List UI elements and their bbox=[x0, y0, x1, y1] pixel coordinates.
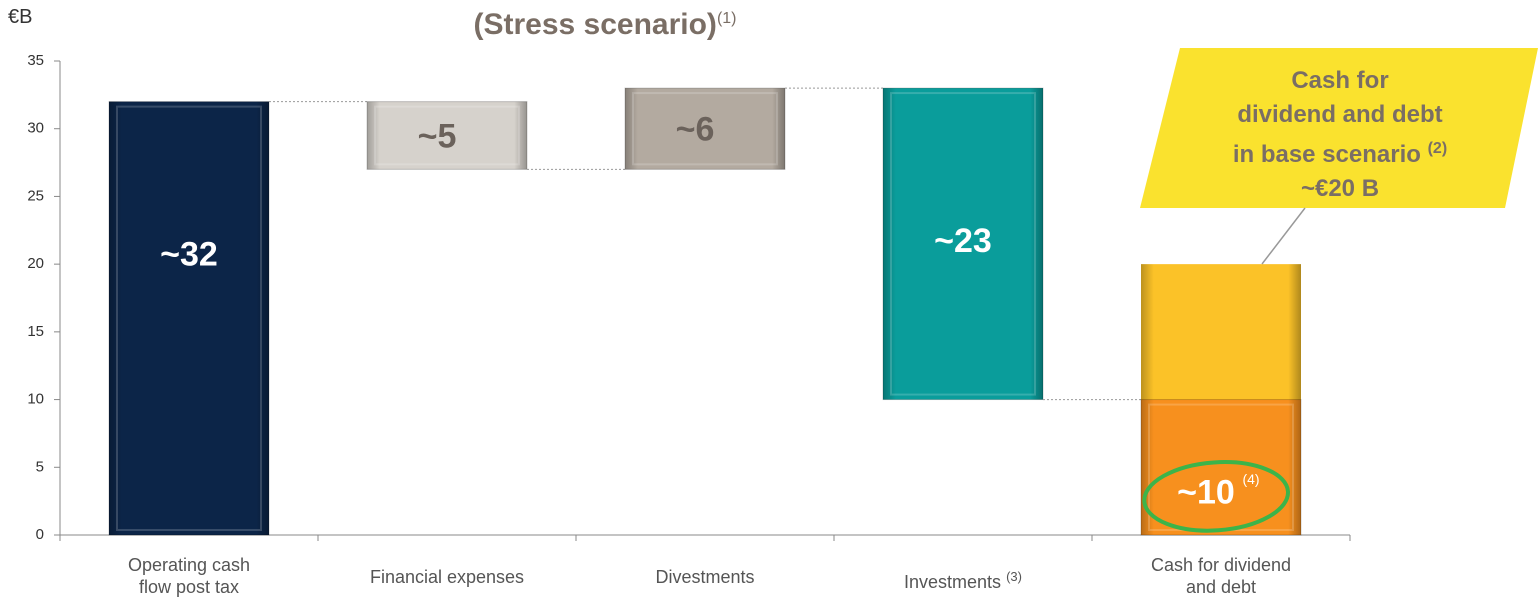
y-tick-label: 15 bbox=[27, 323, 44, 340]
callout-text: dividend and debt bbox=[1237, 101, 1443, 128]
y-axis-label: €B bbox=[8, 6, 33, 28]
bevel bbox=[625, 88, 785, 170]
chart-title-block: (Stress scenario)(1) bbox=[0, 8, 1210, 42]
x-tick-label: Financial expenses bbox=[369, 567, 525, 587]
value-label: ~32 bbox=[160, 236, 218, 274]
bevel-inner bbox=[116, 105, 262, 531]
callout-text: in base scenario bbox=[1232, 141, 1421, 168]
callout-line: ~€20 B bbox=[1180, 172, 1500, 206]
y-tick-label: 10 bbox=[27, 391, 44, 408]
highlight-ring bbox=[1142, 460, 1291, 533]
callout-text: Cash for dividend and debt in base scenari… bbox=[1180, 64, 1500, 206]
title-note: (1) bbox=[716, 10, 737, 27]
x-tick-label-block: Operating cash flow post tax bbox=[117, 554, 262, 598]
y-tick-label: 5 bbox=[36, 458, 44, 475]
value-label: ~23 bbox=[934, 222, 992, 260]
callout-leader bbox=[1261, 207, 1306, 265]
y-tick-label: 25 bbox=[27, 187, 44, 204]
x-tick-note: (3) bbox=[1006, 569, 1022, 584]
bevel-inner bbox=[374, 105, 520, 166]
bevel bbox=[883, 88, 1043, 400]
y-tick-label: 20 bbox=[27, 255, 44, 272]
callout-note: (2) bbox=[1427, 140, 1448, 157]
x-tick-label: Divestments bbox=[655, 567, 755, 587]
callout-value: ~€20 B bbox=[1300, 175, 1380, 202]
x-tick-label: Operating cash flow post tax bbox=[127, 555, 251, 597]
callout-line: Cash for bbox=[1180, 64, 1500, 98]
bevel-inner bbox=[890, 92, 1036, 396]
y-tick-label: 35 bbox=[27, 52, 44, 69]
value-label: ~10 bbox=[1177, 473, 1235, 511]
x-tick-label: Investments bbox=[904, 572, 1002, 592]
x-tick-label-block: Divestments bbox=[655, 566, 754, 588]
bevel bbox=[367, 101, 527, 170]
bevel bbox=[1141, 399, 1301, 535]
x-tick-label-block: Financial expenses bbox=[370, 566, 524, 588]
x-tick-label-block: Cash for dividend and debt bbox=[1149, 554, 1294, 598]
callout-line: dividend and debt bbox=[1180, 98, 1500, 132]
callout-text: Cash for bbox=[1291, 67, 1389, 94]
y-tick-label: 0 bbox=[36, 526, 44, 543]
x-tick-label: Cash for dividend and debt bbox=[1150, 555, 1292, 597]
bevel bbox=[109, 101, 269, 535]
value-label-note: (4) bbox=[1242, 471, 1259, 487]
x-tick-label-block: Investments (3) bbox=[904, 566, 1022, 593]
callout-line: in base scenario (2) bbox=[1180, 132, 1500, 172]
value-label: ~5 bbox=[418, 117, 457, 155]
value-label: ~6 bbox=[676, 111, 715, 149]
bevel-inner bbox=[632, 92, 778, 166]
y-tick-label: 30 bbox=[27, 120, 44, 137]
chart-title: (Stress scenario) bbox=[473, 8, 717, 41]
callout-box bbox=[1140, 48, 1538, 208]
